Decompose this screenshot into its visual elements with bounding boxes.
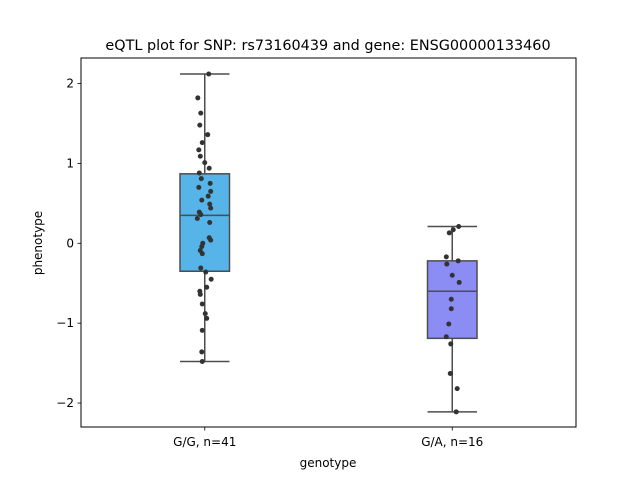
y-tick-label: −2 [56,396,74,410]
data-point [198,110,204,116]
data-point [207,180,213,186]
data-point [196,170,202,176]
y-tick-label: 2 [66,77,74,91]
data-point [453,409,459,415]
data-point [198,265,204,271]
data-point [197,291,203,297]
data-point [199,197,205,203]
data-point [198,176,204,182]
data-point [444,261,450,267]
data-point [205,193,211,199]
y-tick-label: 0 [66,236,74,250]
data-point [205,132,211,138]
data-point [199,301,205,307]
x-tick-label: G/A, n=16 [421,435,483,449]
data-point [448,341,454,347]
data-point [199,359,205,365]
x-tick-label: G/G, n=41 [173,435,236,449]
data-point [197,153,203,159]
data-point [456,279,462,285]
data-point [204,284,210,290]
data-point [447,370,453,376]
data-point [198,212,204,218]
y-axis-ticks: −2 −1 0 1 2 [56,77,81,410]
data-point [448,306,454,312]
chart-title: eQTL plot for SNP: rs73160439 and gene: … [105,38,550,54]
data-point [443,334,449,340]
data-point [203,269,209,275]
data-point [196,147,202,153]
data-point [454,386,460,392]
data-point [208,205,214,211]
axes-frame [80,57,577,428]
data-point [206,165,212,171]
data-point [449,272,455,278]
plot-area [81,58,576,427]
data-point [194,216,200,222]
data-point [206,71,212,77]
data-point [199,140,205,146]
data-point [202,160,208,166]
y-tick-label: −1 [56,316,74,330]
data-point [448,296,454,302]
data-point [196,184,202,190]
points-layer [194,71,462,415]
data-point [208,188,214,194]
data-point [197,122,203,128]
data-point [208,237,214,243]
data-point [450,227,456,233]
box-1 [179,73,231,363]
data-point [207,220,213,226]
data-point [208,276,214,282]
data-point [443,254,449,260]
data-point [456,224,462,230]
data-point [207,201,213,207]
data-point [195,95,201,101]
y-axis-label: phenotype [31,211,45,275]
data-point [446,321,452,327]
data-point [204,315,210,321]
data-point [199,327,205,333]
data-point [199,243,205,249]
data-point [455,258,461,264]
data-point [199,349,205,355]
x-axis-label: genotype [300,456,357,470]
data-point [202,311,208,317]
data-point [199,251,205,257]
data-point [446,230,452,236]
box-iqr [179,173,231,273]
y-tick-label: 1 [66,156,74,170]
x-axis-ticks: G/G, n=41 G/A, n=16 [173,427,483,449]
